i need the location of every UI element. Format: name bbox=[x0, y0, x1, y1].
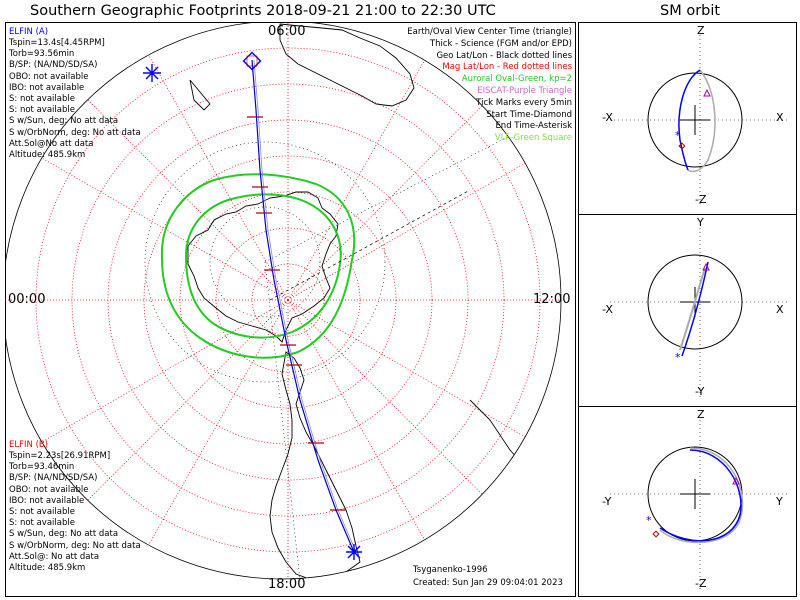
track-tick-marks bbox=[247, 116, 346, 511]
created-timestamp: Created: Sun Jan 29 09:04:01 2023 bbox=[413, 578, 563, 588]
mlt-label-bottom: 18:00 bbox=[268, 577, 306, 592]
elfin-a-info-line: Torb=93.56min bbox=[9, 49, 75, 60]
elfin-b-info-line: IBO: not available bbox=[9, 495, 85, 506]
elfin-a-name: ELFIN (A) bbox=[9, 27, 49, 37]
map-frame bbox=[5, 22, 576, 597]
new-zealand-coast bbox=[189, 79, 211, 111]
mlt-label-top: 06:00 bbox=[268, 24, 306, 39]
elfin-b-info-line: S w/OrbNorm, deg: No att data bbox=[9, 540, 141, 551]
elfin-b-asterisk bbox=[143, 64, 161, 82]
elfin-b-info-line: S w/Sun, deg: No att data bbox=[9, 529, 119, 540]
geo-grid bbox=[144, 109, 561, 579]
polar-map bbox=[5, 22, 562, 580]
elfin-a-info-line: Altitude: 485.9km bbox=[9, 150, 86, 160]
legend-entry: VLF-Green Square bbox=[494, 133, 572, 144]
legend-entry: EISCAT-Purple Triangle bbox=[477, 86, 572, 96]
sm-panel-yz: * bbox=[610, 420, 790, 590]
elfin-a-info-line: S w/OrbNorm, deg: No att data bbox=[9, 127, 141, 138]
auroral-oval-inner bbox=[184, 193, 342, 339]
legend-entry: Start Time-Diamond bbox=[486, 109, 572, 120]
legend-entry: Geo Lat/Lon - Black dotted lines bbox=[436, 50, 572, 61]
sm-axis-label-bottom: -Y bbox=[695, 385, 705, 398]
sm-axis-label-right: Y bbox=[776, 495, 783, 508]
elfin-b-info-line: S: not available bbox=[9, 518, 75, 529]
end-asterisk bbox=[346, 544, 362, 560]
sm-axis-label-bottom: -Z bbox=[695, 577, 707, 590]
sm-axis-label-left: -Y bbox=[602, 495, 612, 508]
sm-panel-xy: * bbox=[610, 228, 790, 398]
elfin-b-info-line: Altitude: 485.9km bbox=[9, 563, 86, 573]
sm-divider-1 bbox=[578, 214, 797, 215]
view-direction-line bbox=[269, 189, 471, 301]
model-credit: Tsyganenko-1996 bbox=[413, 565, 488, 575]
auroral-oval-outer bbox=[160, 173, 356, 359]
elfin-footprint-track-b bbox=[253, 59, 357, 553]
elfin-a-info-line: S w/Sun, deg: No att data bbox=[9, 116, 119, 127]
elfin-b-info-line: Att.Sol@: No att data bbox=[9, 551, 100, 562]
sm-axis-label-right: X bbox=[776, 303, 784, 316]
legend-entry: Earth/Oval View Center Time (triangle) bbox=[407, 27, 572, 37]
map-boundary bbox=[5, 22, 562, 580]
elfin-a-info-line: S: not available bbox=[9, 105, 75, 116]
legend-entry: Mag Lat/Lon - Red dotted lines bbox=[442, 62, 572, 73]
australia-coast bbox=[279, 23, 415, 107]
elfin-footprint-track bbox=[251, 59, 355, 553]
sm-axis-label-left: -X bbox=[602, 111, 613, 124]
elfin-b-info-line: OBO: not available bbox=[9, 484, 89, 495]
svg-text:*: * bbox=[675, 351, 681, 364]
legend-entry: Thick - Science (FGM and/or EPD) bbox=[429, 38, 572, 49]
elfin-a-info-line: Att.Sol@No att data bbox=[9, 138, 94, 149]
elfin-a-info-line: IBO: not available bbox=[9, 82, 85, 93]
legend-entry: Tick Marks every 5min bbox=[476, 97, 572, 108]
elfin-a-info-line: OBO: not available bbox=[9, 71, 89, 82]
sm-axis-label-left: -X bbox=[602, 303, 613, 316]
sm-axis-label-bottom: -Z bbox=[695, 193, 707, 206]
elfin-a-info-line: B/SP: (NA/ND/SD/SA) bbox=[9, 60, 98, 71]
antarctica-coast bbox=[187, 191, 339, 343]
elfin-a-info-line: S: not available bbox=[9, 94, 75, 104]
mlt-label-right: 12:00 bbox=[533, 292, 571, 307]
sm-axis-label-right: X bbox=[776, 111, 784, 124]
sm-orbit-frame bbox=[578, 22, 797, 597]
elfin-b-info-line: S: not available bbox=[9, 507, 75, 517]
sm-orbit-title: SM orbit bbox=[660, 3, 721, 19]
sm-panel-xz: * bbox=[610, 35, 790, 205]
plot-title: Southern Geographic Footprints 2018-09-2… bbox=[30, 3, 496, 19]
elfin-b-name: ELFIN (B) bbox=[9, 440, 49, 450]
start-diamond bbox=[242, 51, 262, 71]
sm-orbit-plots: * * bbox=[610, 35, 790, 590]
sm-axis-label-top: Z bbox=[697, 24, 705, 37]
svg-text:*: * bbox=[646, 514, 652, 527]
legend-entry: End Time-Asterisk bbox=[495, 121, 572, 132]
elfin-a-info-line: Tspin=13.4s[4.45RPM] bbox=[9, 38, 105, 48]
sm-divider-2 bbox=[578, 406, 797, 407]
sm-axis-label-top: Y bbox=[697, 216, 704, 229]
africa-coast bbox=[469, 399, 561, 481]
mag-lon-grid bbox=[5, 22, 561, 579]
south-america-coast bbox=[269, 351, 361, 579]
elfin-b-info-line: Torb=93.46min bbox=[9, 462, 75, 473]
legend-entry: Auroral Oval-Green, kp=2 bbox=[461, 74, 572, 85]
elfin-b-info-line: B/SP: (NA/ND/SD/SA) bbox=[9, 473, 98, 484]
elfin-b-info-line: Tspin=2.23s[26.91RPM] bbox=[9, 451, 111, 461]
sm-axis-label-top: Z bbox=[697, 408, 705, 421]
svg-text:*: * bbox=[675, 129, 681, 142]
mlt-label-left: 00:00 bbox=[8, 292, 46, 307]
